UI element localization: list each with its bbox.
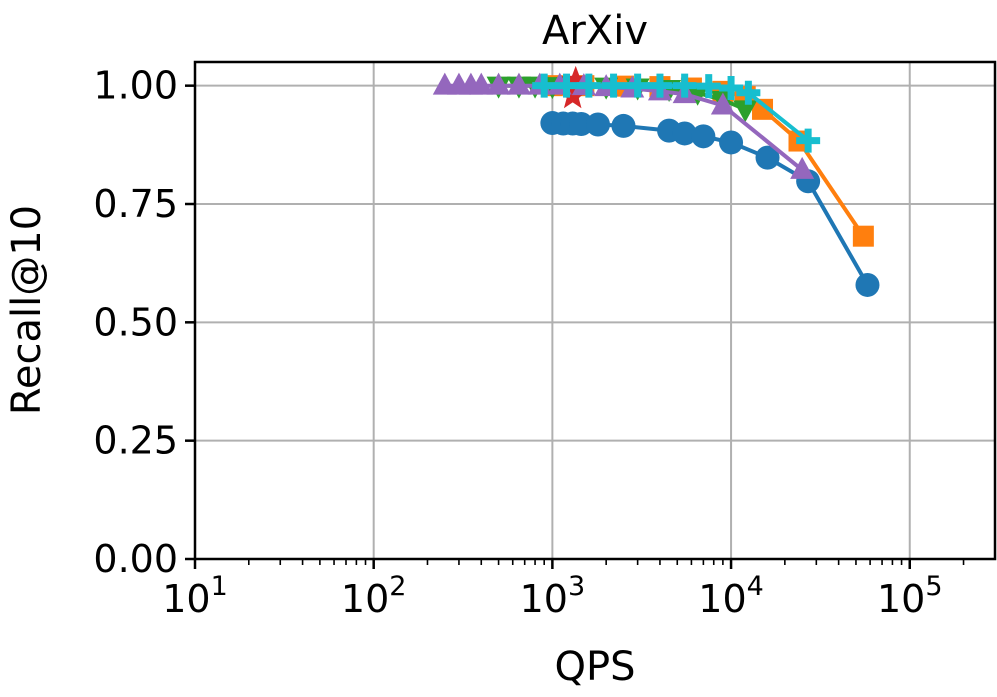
data-point-plus	[576, 73, 601, 98]
data-point-circle	[855, 272, 880, 297]
data-point-plus	[696, 74, 721, 99]
y-tick-label: 0.50	[93, 300, 178, 344]
data-point-plus	[672, 73, 697, 98]
y-tick-label: 0.75	[93, 182, 178, 226]
data-point-plus	[736, 80, 761, 105]
series-layer	[432, 65, 880, 297]
data-point-plus	[601, 73, 626, 98]
data-point-circle	[691, 124, 716, 149]
x-tick-base: 10	[162, 577, 210, 621]
data-point-plus	[796, 128, 821, 153]
data-point-triangle-down	[733, 100, 758, 123]
data-point-triangle-up	[486, 72, 511, 95]
data-point-triangle-up	[710, 92, 735, 115]
x-axis-label: QPS	[555, 644, 636, 690]
x-tick-exponent: 4	[747, 571, 764, 602]
data-point-plus	[625, 73, 650, 98]
data-point-square	[852, 225, 874, 247]
x-tick-exponent: 3	[568, 571, 585, 602]
x-tick-base: 10	[520, 577, 568, 621]
data-point-circle	[719, 130, 744, 155]
data-point-circle	[585, 112, 610, 137]
x-tick-label: 102	[341, 571, 407, 621]
x-tick-exponent: 1	[211, 571, 228, 602]
data-point-plus	[554, 73, 579, 98]
data-point-plus	[719, 76, 744, 101]
data-point-circle	[611, 113, 636, 138]
chart-title: ArXiv	[542, 8, 648, 54]
x-tick-label: 103	[520, 571, 586, 621]
series-line	[552, 83, 866, 238]
series-5	[532, 73, 821, 153]
data-point-circle	[569, 112, 594, 137]
x-tick-base: 10	[341, 577, 389, 621]
y-tick-label: 0.00	[93, 537, 178, 581]
data-point-plus	[647, 73, 672, 98]
data-point-circle	[755, 145, 780, 170]
x-tick-exponent: 5	[925, 571, 942, 602]
data-point-triangle-up	[469, 72, 494, 95]
x-tick-base: 10	[877, 577, 925, 621]
data-point-star	[561, 65, 590, 94]
x-tick-label: 105	[877, 571, 943, 621]
x-tick-label: 104	[698, 571, 764, 621]
x-tick-base: 10	[698, 577, 746, 621]
data-point-circle	[672, 121, 697, 146]
x-tick-exponent: 2	[389, 571, 406, 602]
data-point-triangle-up	[790, 156, 815, 179]
plot-frame	[193, 60, 997, 561]
data-point-triangle-up	[506, 72, 531, 95]
x-tick-label: 101	[162, 571, 228, 621]
y-axis-label: Recall@10	[4, 205, 50, 415]
y-tick-label: 0.25	[93, 419, 178, 463]
data-point-plus	[532, 73, 557, 98]
grid-lines	[194, 62, 995, 560]
y-tick-label: 1.00	[93, 64, 178, 108]
series-0	[540, 111, 880, 297]
data-point-square	[752, 98, 774, 120]
